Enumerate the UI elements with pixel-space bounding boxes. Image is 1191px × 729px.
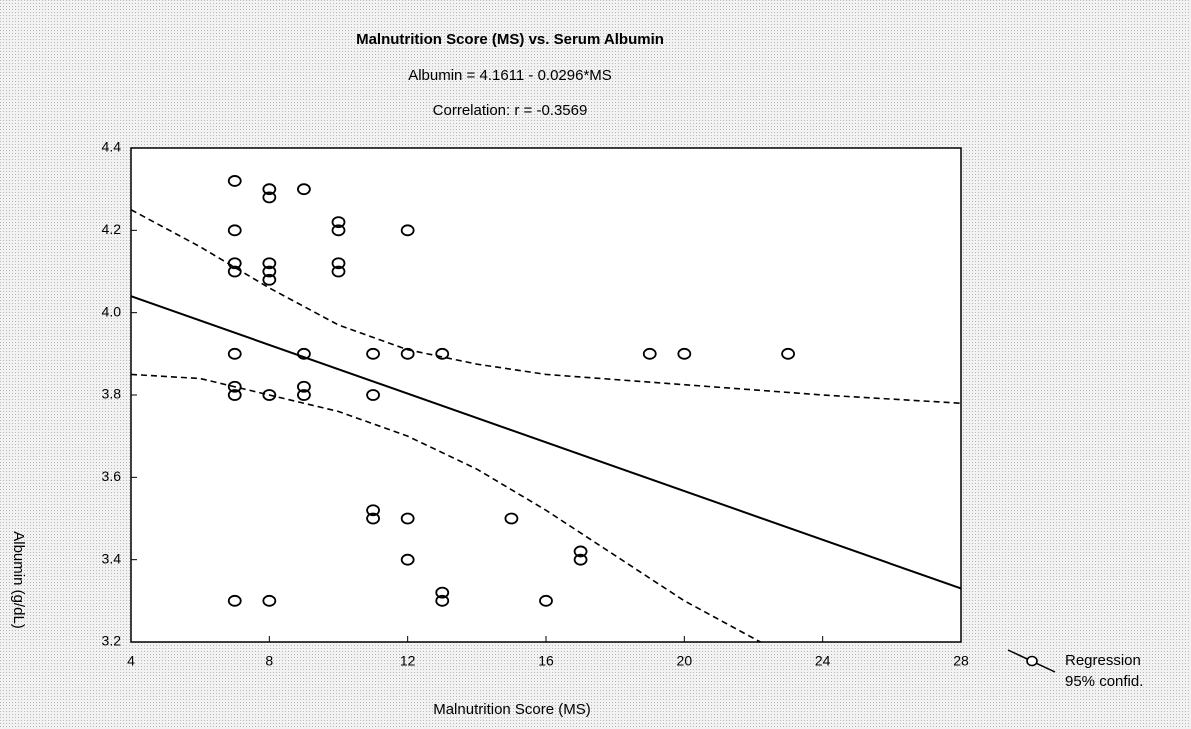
point	[297, 183, 311, 196]
point	[262, 273, 277, 286]
point	[227, 380, 242, 393]
x-tick-label: 20	[677, 653, 693, 669]
point	[781, 347, 795, 360]
y-tick-label: 4.2	[102, 221, 122, 237]
point	[227, 265, 242, 278]
x-tick-label: 12	[400, 653, 416, 669]
point	[400, 347, 415, 360]
point	[366, 504, 380, 517]
x-tick-label: 8	[265, 653, 273, 669]
point	[227, 389, 242, 401]
x-axis-label: Malnutrition Score (MS)	[433, 701, 591, 718]
point	[366, 389, 380, 401]
subtitle: Correlation: r = -0.3569	[433, 102, 588, 119]
point	[331, 257, 346, 270]
point	[573, 553, 588, 566]
chart-title: Malnutrition Score (MS) vs. Serum Albumi…	[356, 31, 664, 48]
y-tick-label: 4.4	[102, 139, 122, 155]
point	[400, 512, 415, 525]
x-tick-label: 24	[815, 653, 831, 669]
x-tick-label: 28	[953, 653, 969, 669]
point	[297, 380, 311, 393]
point	[331, 224, 346, 237]
point	[400, 224, 415, 237]
point	[227, 224, 242, 237]
point	[262, 594, 277, 607]
y-tick-label: 4.0	[102, 303, 122, 319]
point	[366, 512, 380, 525]
regression-line	[130, 295, 962, 590]
point	[573, 545, 588, 558]
legend-marker	[1026, 655, 1038, 667]
point	[262, 183, 277, 196]
point	[262, 389, 277, 401]
point	[677, 347, 692, 360]
point	[227, 594, 242, 607]
y-tick-label: 3.4	[102, 550, 122, 566]
x-tick-label: 4	[127, 653, 135, 669]
point	[366, 347, 380, 360]
point	[227, 257, 242, 270]
legend-label: 95% confid.	[1065, 673, 1143, 690]
subtitle: Albumin = 4.1611 - 0.0296*MS	[408, 67, 612, 84]
plot-area	[130, 147, 962, 643]
point	[400, 553, 415, 566]
point	[227, 175, 242, 187]
point	[262, 257, 277, 270]
point	[331, 265, 346, 278]
point	[504, 512, 519, 525]
y-tick-label: 3.6	[102, 468, 122, 484]
y-axis-label: Albumin (g/dL)	[10, 531, 27, 629]
point	[331, 216, 346, 229]
x-tick-label: 16	[538, 653, 554, 669]
y-tick-label: 3.2	[102, 633, 122, 649]
point	[297, 347, 311, 360]
point	[262, 191, 277, 204]
point	[227, 347, 242, 360]
y-tick-label: 3.8	[102, 386, 122, 402]
point	[642, 347, 657, 360]
point	[435, 594, 450, 607]
confidence-band	[130, 373, 761, 643]
point	[435, 586, 450, 599]
legend-label: Regression	[1065, 652, 1141, 669]
point	[297, 389, 311, 401]
point	[435, 347, 450, 360]
point	[262, 265, 277, 278]
point	[539, 594, 553, 607]
